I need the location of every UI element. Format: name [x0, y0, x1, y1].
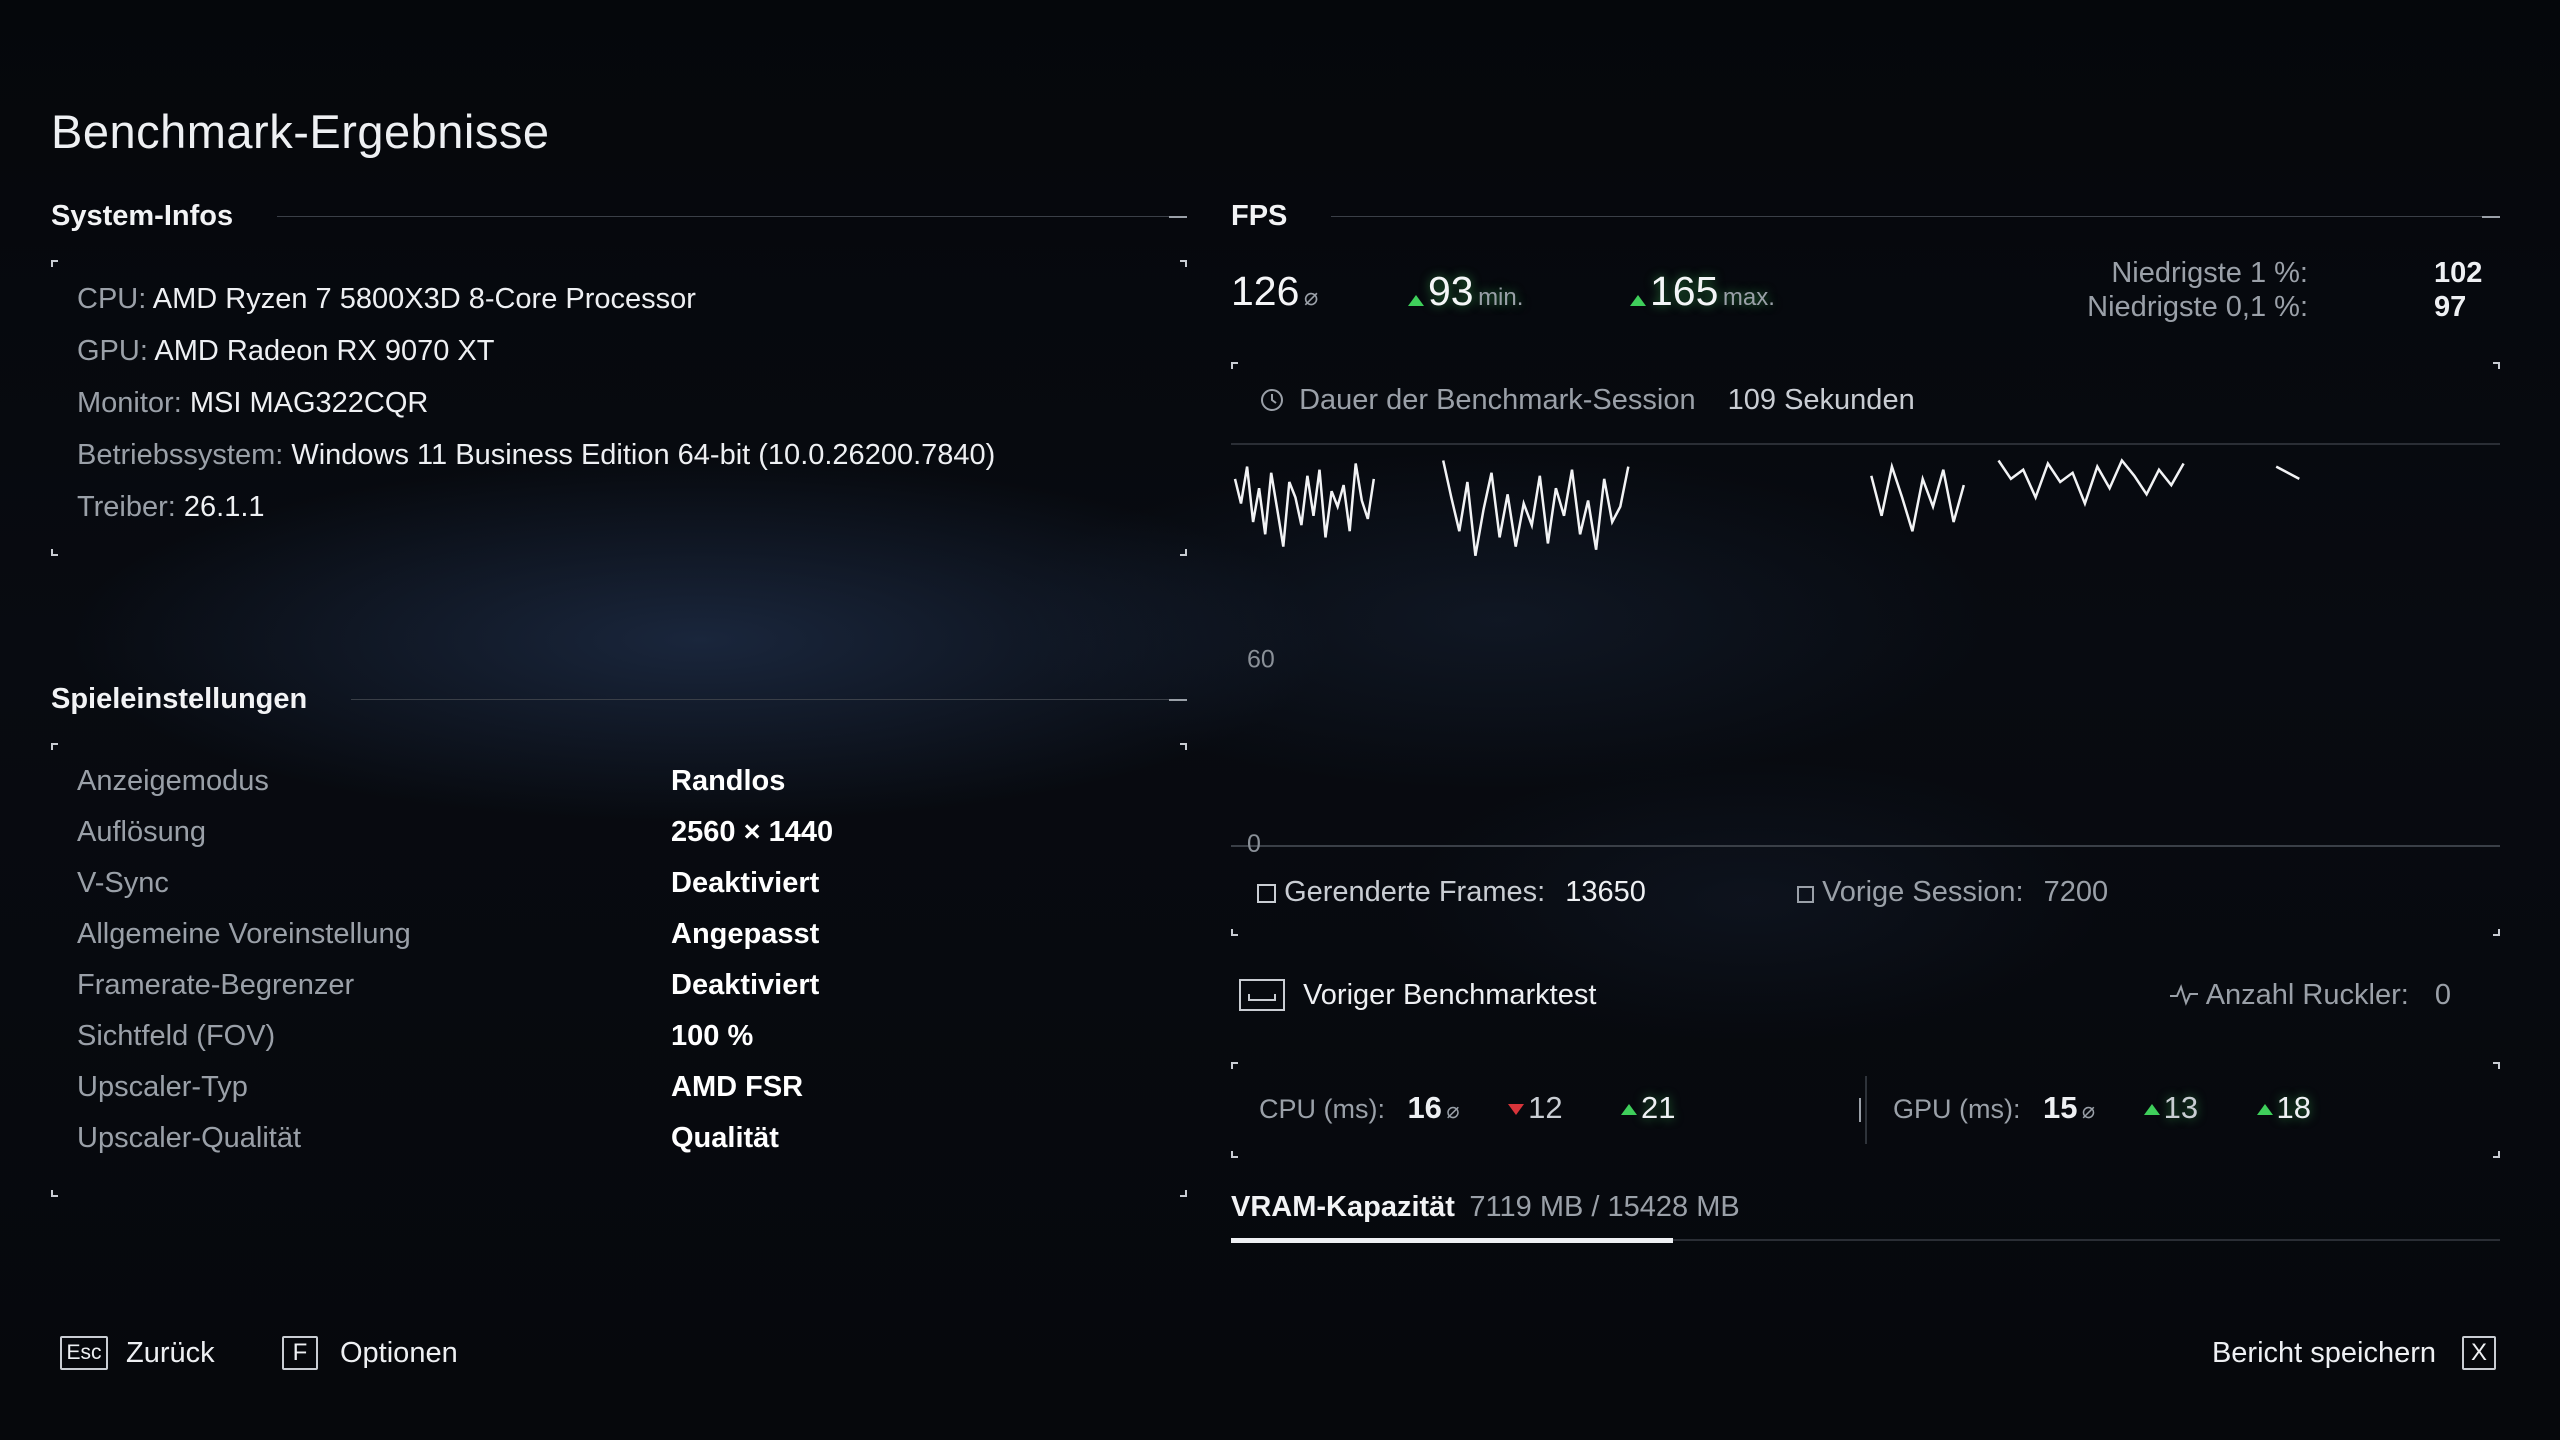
esc-key-icon: Esc [60, 1336, 108, 1370]
system-info-cpu: CPU: AMD Ryzen 7 5800X3D 8-Core Processo… [77, 283, 696, 315]
fps-title: FPS [1231, 200, 1288, 232]
collapse-dash-icon [2482, 215, 2500, 218]
fps-line-chart: 0 60 [1231, 443, 2500, 858]
fps-low1-label: Niedrigste 1 %: [2111, 257, 2308, 289]
game-settings-title: Spieleinstellungen [51, 683, 308, 715]
fps-header: FPS [1231, 200, 2500, 233]
x-key-icon: X [2462, 1336, 2496, 1370]
rendered-frames: Gerenderte Frames: 13650 [1257, 876, 1646, 909]
system-info-panel: CPU: AMD Ryzen 7 5800X3D 8-Core Processo… [51, 260, 1187, 556]
y-tick-label: 0 [1247, 830, 1261, 858]
fps-low01-label: Niedrigste 0,1 %: [2087, 291, 2308, 323]
system-info-monitor: Monitor: MSI MAG322CQR [77, 387, 429, 419]
clock-icon [1261, 389, 1283, 411]
divider-marker [1859, 1098, 1861, 1122]
section-divider [277, 216, 1169, 217]
collapse-dash-icon [1169, 215, 1187, 218]
legend-checkbox-icon [1797, 886, 1814, 903]
system-info-os: Betriebssystem: Windows 11 Business Edit… [77, 439, 996, 471]
system-info-gpu: GPU: AMD Radeon RX 9070 XT [77, 335, 495, 367]
back-button[interactable]: Esc Zurück [60, 1336, 215, 1370]
system-info-header: System-Infos [51, 200, 1187, 233]
y-tick-label: 60 [1247, 645, 1275, 673]
pulse-icon [2170, 984, 2199, 1006]
down-arrow-icon [1508, 1104, 1525, 1116]
fps-series-line [2275, 465, 2300, 481]
section-divider [1331, 216, 2482, 217]
vram-capacity: VRAM-Kapazität 7119 MB / 15428 MB [1231, 1191, 1740, 1223]
vram-bar-track [1231, 1238, 2500, 1243]
save-report-button[interactable]: Bericht speichern X [2212, 1336, 2496, 1370]
f-key-icon: F [282, 1336, 318, 1370]
fps-series-line [1997, 458, 2185, 508]
collapse-dash-icon [1169, 698, 1187, 701]
spacebar-key-icon [1239, 979, 1285, 1011]
game-settings-panel: Anzeigemodus Randlos Auflösung 2560 × 1440… [51, 743, 1187, 1197]
previous-benchmark-button[interactable]: Voriger Benchmarktest [1239, 979, 1596, 1012]
legend-checkbox-icon [1257, 884, 1276, 903]
up-arrow-icon [2256, 1104, 2273, 1116]
up-arrow-icon [2143, 1104, 2160, 1116]
divider [1865, 1076, 1867, 1144]
fps-maximum: 165 max. [1630, 268, 1775, 315]
frametimes-panel: CPU (ms): 16 ⌀ 12 21 GPU (ms): 15 ⌀ 13 1… [1231, 1062, 2500, 1158]
system-info-title: System-Infos [51, 200, 234, 232]
fps-average: 126 ⌀ [1231, 268, 1319, 314]
fps-series-line [1441, 460, 1630, 557]
fps-low1-value: 102 [2434, 257, 2483, 289]
cpu-frametime: CPU (ms): 16 ⌀ 12 21 [1259, 1090, 1676, 1125]
options-button[interactable]: F Optionen [282, 1336, 458, 1370]
gpu-frametime: GPU (ms): 15 ⌀ 13 18 [1893, 1090, 2312, 1125]
vram-bar-fill [1231, 1238, 1674, 1243]
stutter-count: Anzahl Ruckler: 0 [2169, 979, 2451, 1012]
fps-low01-value: 97 [2434, 291, 2467, 323]
fps-chart-panel: Dauer der Benchmark-Session 109 Sekunden… [1231, 362, 2500, 936]
system-info-driver: Treiber: 26.1.1 [77, 491, 265, 523]
fps-series-line [1233, 463, 1376, 547]
fps-minimum: 93 min. [1408, 268, 1523, 315]
previous-session: Vorige Session: 7200 [1797, 876, 2108, 909]
session-duration: Dauer der Benchmark-Session 109 Sekunden [1259, 384, 1915, 417]
up-arrow-icon [1621, 1104, 1638, 1116]
page-title: Benchmark-Ergebnisse [51, 105, 550, 158]
fps-series-line [1870, 461, 1966, 532]
section-divider [351, 699, 1169, 700]
up-arrow-icon [1408, 295, 1424, 307]
game-settings-header: Spieleinstellungen [51, 683, 1187, 716]
up-arrow-icon [1630, 295, 1646, 307]
